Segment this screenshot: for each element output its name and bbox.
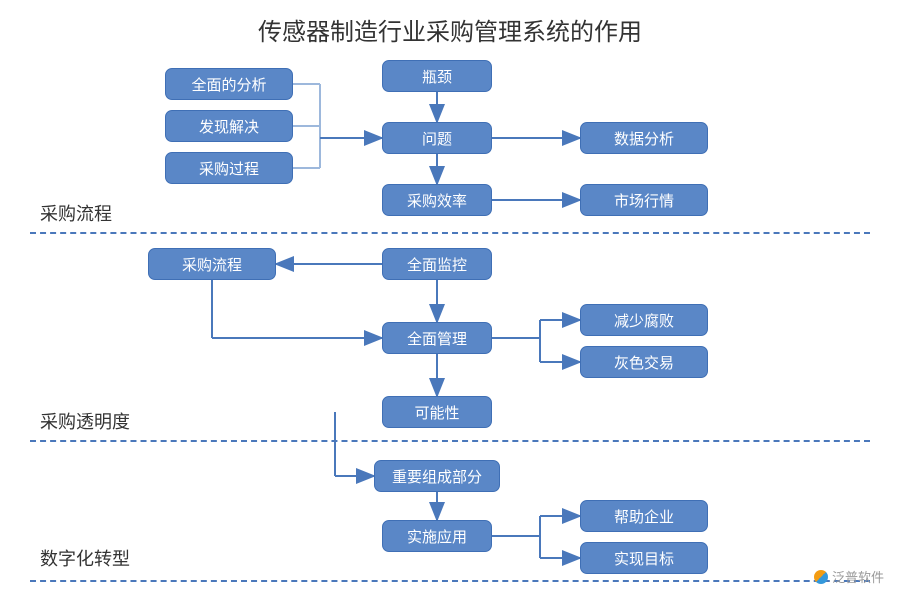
diagram-canvas: 采购流程采购透明度数字化转型 全面的分析发现解决采购过程 瓶颈问题采购效率 数据分析市… (0, 0, 900, 600)
flow-node: 采购流程 (148, 248, 276, 280)
section-divider (30, 580, 870, 582)
flow-node: 灰色交易 (580, 346, 708, 378)
flow-node: 全面的分析 (165, 68, 293, 100)
flow-node: 问题 (382, 122, 492, 154)
watermark: 泛普软件 (814, 567, 884, 586)
watermark-icon (814, 570, 828, 584)
flow-node: 可能性 (382, 396, 492, 428)
flow-node: 实现目标 (580, 542, 708, 574)
section-label: 数字化转型 (40, 545, 130, 571)
flow-node: 瓶颈 (382, 60, 492, 92)
section-divider (30, 232, 870, 234)
flow-node: 市场行情 (580, 184, 708, 216)
section-label: 采购流程 (40, 200, 112, 226)
flow-node: 全面管理 (382, 322, 492, 354)
watermark-text: 泛普软件 (832, 567, 884, 586)
flow-node: 重要组成部分 (374, 460, 500, 492)
flow-node: 帮助企业 (580, 500, 708, 532)
flow-node: 发现解决 (165, 110, 293, 142)
flow-node: 全面监控 (382, 248, 492, 280)
flow-node: 实施应用 (382, 520, 492, 552)
section-label: 采购透明度 (40, 408, 130, 434)
flow-node: 采购效率 (382, 184, 492, 216)
flow-node: 采购过程 (165, 152, 293, 184)
flow-node: 减少腐败 (580, 304, 708, 336)
section-divider (30, 440, 870, 442)
flow-node: 数据分析 (580, 122, 708, 154)
